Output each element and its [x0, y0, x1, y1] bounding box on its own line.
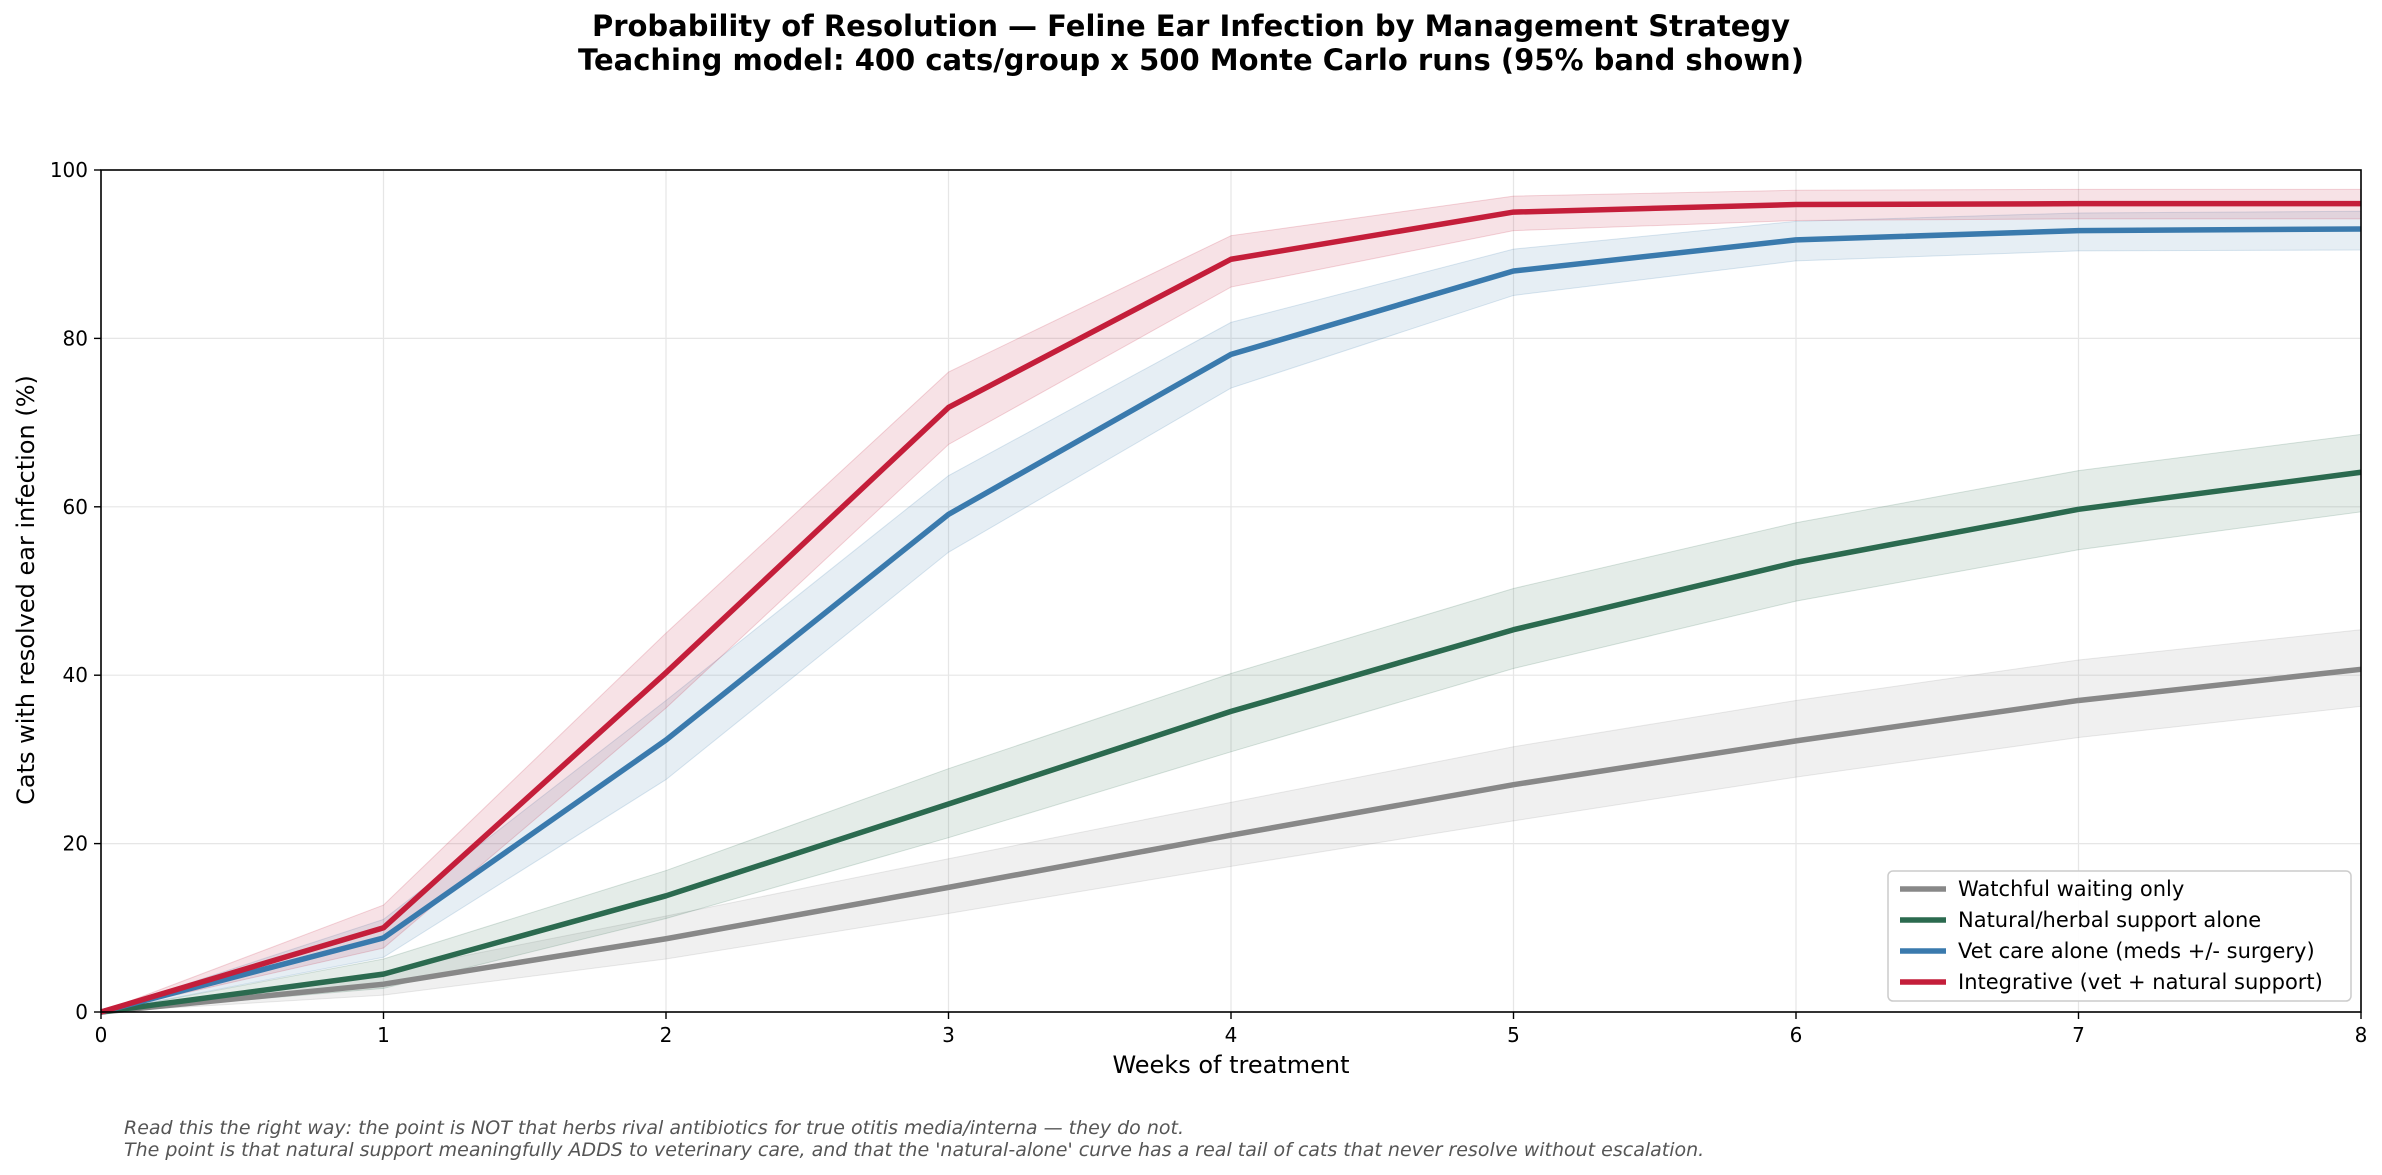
x-tick-label: 1	[377, 1023, 390, 1047]
y-tick-label: 40	[63, 663, 88, 687]
x-tick-label: 7	[2072, 1023, 2085, 1047]
x-tick-label: 5	[1507, 1023, 1520, 1047]
series-line-0	[100, 666, 2362, 1015]
x-tick-label: 4	[1225, 1023, 1238, 1047]
y-tick-label: 60	[63, 495, 88, 519]
legend: Watchful waiting only Natural/herbal supp…	[1887, 870, 2352, 1002]
series-lines	[100, 200, 2362, 1015]
chart-title: Probability of Resolution — Feline Ear I…	[592, 9, 1790, 43]
series-line-3	[100, 200, 2361, 1015]
legend-entry-0: Watchful waiting only	[1958, 877, 2184, 901]
x-tick-label: 0	[95, 1023, 108, 1047]
x-tick-label: 2	[660, 1023, 673, 1047]
footnote-line-1: Read this the right way: the point is NO…	[124, 1117, 1184, 1139]
y-tick-label: 0	[75, 1000, 88, 1024]
y-tick-label: 20	[63, 832, 88, 856]
y-tick-label: 100	[50, 158, 88, 182]
legend-entry-1: Natural/herbal support alone	[1958, 908, 2261, 932]
y-axis-label: Cats with resolved ear infection (%)	[12, 375, 40, 805]
x-tick-label: 8	[2355, 1023, 2368, 1047]
legend-entry-2: Vet care alone (meds +/- surgery)	[1958, 939, 2315, 963]
legend-box	[1887, 870, 2352, 1002]
series-line-2	[100, 226, 2362, 1015]
chart-subtitle: Teaching model: 400 cats/group x 500 Mon…	[578, 43, 1804, 77]
x-tick-label: 3	[942, 1023, 955, 1047]
x-tick-label: 6	[1790, 1023, 1803, 1047]
x-axis-label: Weeks of treatment	[1112, 1051, 1349, 1079]
y-tick-label: 80	[63, 326, 88, 350]
footnote-line-2: The point is that natural support meanin…	[124, 1139, 1704, 1161]
series-line-1	[100, 469, 2362, 1015]
legend-entry-3: Integrative (vet + natural support)	[1958, 970, 2323, 994]
